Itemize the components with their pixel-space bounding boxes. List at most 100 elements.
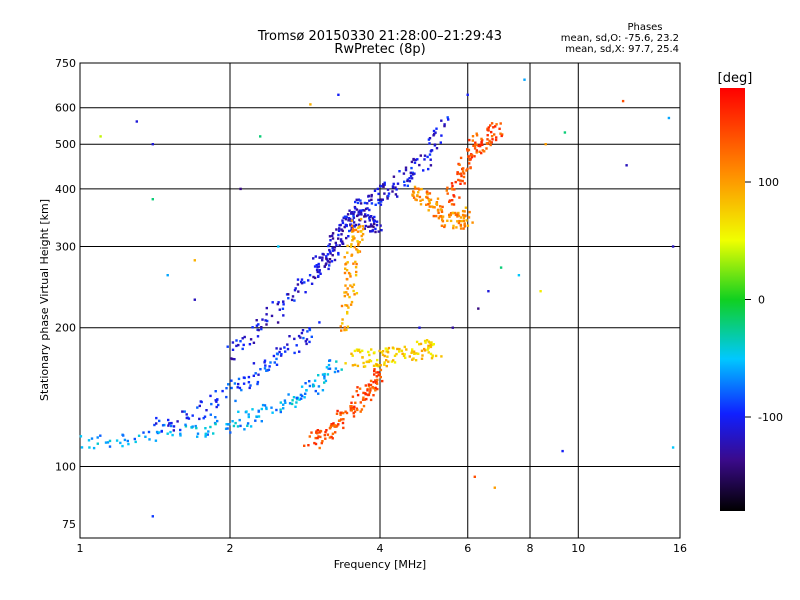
echo-point [378, 349, 381, 353]
echo-point [400, 349, 404, 352]
echo-point [224, 427, 228, 430]
echo-point [625, 164, 628, 167]
echo-point [270, 314, 274, 318]
echo-point [398, 170, 401, 173]
echo-point [360, 209, 363, 212]
echo-point [339, 238, 343, 241]
echo-point [361, 356, 364, 359]
echo-point [381, 350, 385, 353]
echo-point [272, 354, 276, 358]
echo-point [251, 326, 254, 329]
echo-point [412, 357, 415, 360]
echo-point [121, 444, 124, 448]
echo-point [455, 213, 458, 216]
echo-point [196, 406, 199, 409]
echo-point [351, 406, 354, 409]
echo-point [295, 401, 298, 404]
echo-point [324, 379, 328, 383]
echo-point [375, 375, 378, 378]
echo-point [413, 185, 417, 189]
echo-point [349, 405, 352, 408]
echo-point [158, 419, 161, 423]
echo-point [410, 177, 414, 180]
echo-point [372, 387, 375, 390]
echo-point [217, 403, 220, 407]
echo-point [448, 200, 451, 203]
echo-point [210, 402, 213, 406]
echo-point [435, 202, 438, 205]
echo-point [456, 171, 459, 174]
echo-point [179, 434, 182, 437]
echo-point [252, 374, 255, 377]
echo-point [517, 274, 521, 277]
echo-point [457, 214, 461, 217]
echo-point [153, 423, 156, 427]
echo-point [334, 425, 338, 428]
echo-point [247, 415, 250, 419]
echo-point [387, 346, 391, 350]
echo-point [449, 219, 453, 223]
echo-point [350, 243, 353, 246]
echo-point [327, 367, 330, 370]
echo-point [287, 293, 290, 296]
echo-point [370, 202, 374, 205]
echo-point [415, 352, 418, 355]
echo-point [364, 213, 367, 216]
echo-point [355, 390, 358, 393]
echo-point [336, 409, 339, 413]
echo-point [304, 392, 307, 395]
echo-point [312, 275, 315, 279]
echo-point [415, 340, 419, 344]
echo-point [196, 435, 199, 438]
echo-point [376, 187, 379, 191]
echo-point [346, 244, 349, 248]
echo-point [221, 389, 224, 393]
echo-point [350, 254, 353, 257]
grid-lines [80, 63, 680, 538]
echo-point [475, 149, 478, 152]
echo-point [458, 163, 461, 166]
echo-point [380, 351, 383, 354]
echo-point [216, 398, 219, 401]
echo-point [179, 432, 182, 435]
echo-point [427, 138, 431, 141]
echo-point [359, 350, 362, 354]
echo-point [488, 139, 491, 143]
echo-point [249, 384, 252, 387]
echo-point [362, 404, 366, 408]
echo-point [328, 264, 331, 267]
echo-point [373, 215, 376, 219]
echo-point [443, 224, 447, 227]
echo-point [351, 395, 355, 398]
echo-point [396, 195, 399, 198]
echo-point [474, 143, 477, 146]
echo-point [339, 223, 342, 227]
echo-point [460, 174, 463, 178]
echo-point [256, 380, 260, 384]
echo-point [331, 249, 335, 252]
echo-point [377, 192, 380, 196]
echo-point [282, 300, 285, 303]
echo-point [413, 161, 417, 164]
echo-point [424, 341, 427, 344]
echo-point [420, 357, 424, 360]
echo-point [374, 230, 377, 234]
echo-point [441, 220, 445, 223]
echo-point [264, 319, 267, 322]
echo-point [402, 354, 406, 358]
echo-point [300, 385, 304, 388]
echo-point [282, 407, 285, 410]
echo-point [308, 435, 311, 438]
echo-point [468, 138, 471, 142]
echo-point [155, 416, 158, 420]
echo-point [239, 187, 242, 191]
echo-point [308, 274, 312, 277]
echo-point [239, 424, 242, 428]
echo-point [185, 413, 188, 416]
echo-point [370, 193, 373, 197]
echo-point [489, 141, 492, 144]
echo-point [335, 244, 338, 247]
echo-point [351, 227, 355, 230]
echo-point [370, 348, 373, 351]
echo-point [247, 381, 251, 384]
